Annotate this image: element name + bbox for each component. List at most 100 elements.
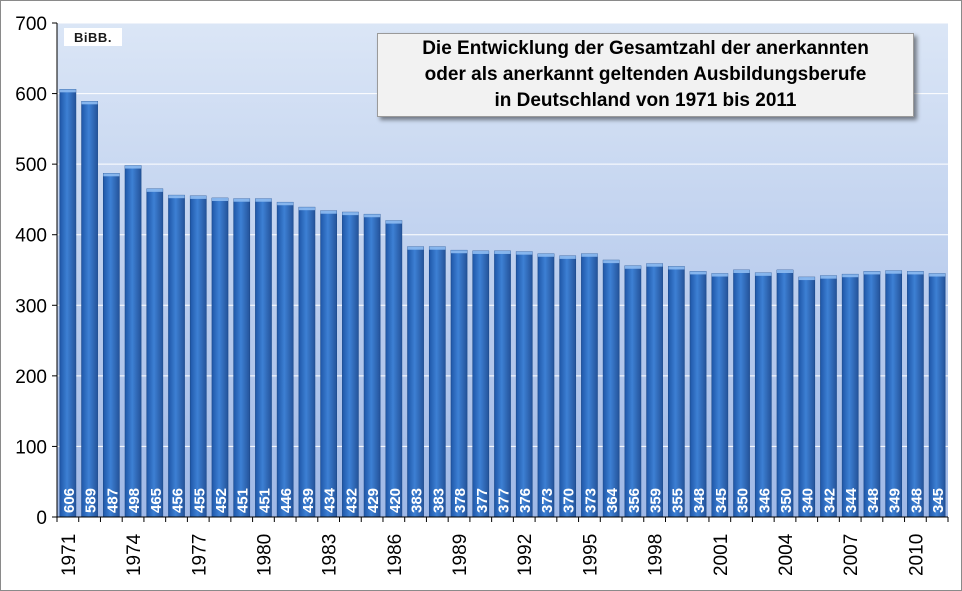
- bar-cap: [646, 263, 663, 267]
- bar-cap: [842, 274, 859, 278]
- bar: [646, 263, 663, 518]
- chart-title-box: Die Entwicklung der Gesamtzahl der anerk…: [377, 33, 914, 117]
- data-label: 383: [430, 488, 447, 513]
- bar: [320, 210, 337, 518]
- y-tick-label: 500: [15, 155, 47, 176]
- x-tick-label: 1983: [320, 534, 341, 576]
- data-label: 373: [582, 488, 599, 513]
- bar-cap: [472, 250, 489, 254]
- bar: [515, 251, 533, 518]
- data-label: 451: [235, 488, 252, 513]
- bar: [602, 259, 620, 518]
- data-label: 373: [539, 488, 556, 513]
- bar-cap: [820, 275, 837, 279]
- bar-cap: [211, 198, 229, 202]
- data-label: 451: [256, 488, 273, 513]
- bar-cap: [755, 272, 772, 276]
- x-tick-label: 1974: [124, 533, 145, 576]
- data-label: 356: [626, 488, 643, 513]
- bibb-logo: BiBB.: [64, 28, 122, 46]
- bar-cap: [407, 246, 424, 250]
- data-label: 432: [343, 488, 360, 513]
- y-tick-label: 200: [15, 367, 47, 388]
- bar: [81, 101, 98, 518]
- x-tick-label: 2007: [841, 534, 862, 576]
- data-label: 340: [800, 488, 817, 513]
- x-tick-label: 1971: [59, 534, 80, 576]
- bar: [581, 253, 598, 518]
- x-tick-label: 1995: [580, 534, 601, 576]
- bar: [428, 246, 446, 518]
- bar: [668, 266, 685, 518]
- data-label: 349: [887, 488, 904, 513]
- bar: [189, 195, 207, 518]
- bar-cap: [168, 195, 185, 199]
- bar-cap: [298, 207, 315, 211]
- bar: [102, 173, 120, 518]
- data-labels: 606 589 487 498 465 456 455 452 451 451 446 439 434 4…: [61, 487, 947, 513]
- bar-cap: [711, 273, 728, 277]
- bar: [298, 206, 316, 518]
- data-label: 348: [865, 488, 882, 513]
- data-label: 377: [496, 488, 513, 513]
- bar: [624, 265, 642, 518]
- data-label: 350: [735, 488, 752, 513]
- x-tick-label: 1986: [385, 534, 406, 576]
- bar-cap: [320, 210, 337, 214]
- bar-cap: [342, 212, 359, 216]
- bar-cap: [690, 271, 707, 275]
- bar-cap: [537, 253, 555, 257]
- data-label: 446: [278, 488, 295, 513]
- data-label: 345: [930, 488, 947, 513]
- bar-cap: [146, 188, 163, 192]
- bar-cap: [103, 173, 120, 177]
- data-label: 429: [365, 488, 382, 513]
- bar: [820, 275, 837, 518]
- y-tick-label: 100: [15, 437, 47, 458]
- bar: [407, 246, 424, 518]
- y-tick-label: 0: [36, 508, 47, 529]
- data-label: 350: [778, 488, 795, 513]
- bar-cap: [516, 251, 533, 255]
- bar: [146, 188, 164, 518]
- bar: [472, 250, 490, 518]
- y-tick-label: 300: [15, 296, 47, 317]
- bar-cap: [863, 271, 880, 275]
- bar: [450, 249, 468, 518]
- bar: [255, 198, 272, 518]
- data-label: 434: [322, 487, 339, 513]
- data-label: 342: [821, 488, 838, 513]
- bar: [59, 89, 77, 518]
- bar-cap: [364, 214, 381, 218]
- x-tick-label: 2010: [906, 534, 927, 576]
- bar: [342, 211, 359, 518]
- x-tick-label: 1998: [646, 534, 667, 576]
- data-label: 377: [474, 488, 491, 513]
- bar: [385, 220, 403, 518]
- y-tick-label: 700: [15, 14, 47, 35]
- data-label: 498: [126, 488, 143, 513]
- bar-cap: [277, 202, 294, 206]
- bar: [494, 250, 511, 518]
- bar: [537, 253, 555, 518]
- bar-cap: [125, 165, 142, 169]
- x-tick-label: 1989: [450, 534, 471, 576]
- bar: [276, 201, 294, 518]
- bar: [124, 165, 142, 518]
- bar-cap: [233, 198, 250, 202]
- y-axis: 0 100 200 300 400 500 600 700: [15, 14, 58, 529]
- y-tick-label: 400: [15, 226, 47, 247]
- bar: [841, 273, 859, 518]
- bar: [233, 198, 251, 518]
- bar: [363, 213, 381, 518]
- bar-cap: [494, 250, 511, 254]
- data-label: 345: [713, 488, 730, 513]
- data-label: 455: [191, 488, 208, 513]
- bar-cap: [798, 277, 815, 281]
- bar: [798, 276, 816, 518]
- data-label: 487: [104, 488, 121, 513]
- data-label: 383: [409, 488, 426, 513]
- bar: [776, 269, 794, 518]
- bar-cap: [190, 195, 207, 199]
